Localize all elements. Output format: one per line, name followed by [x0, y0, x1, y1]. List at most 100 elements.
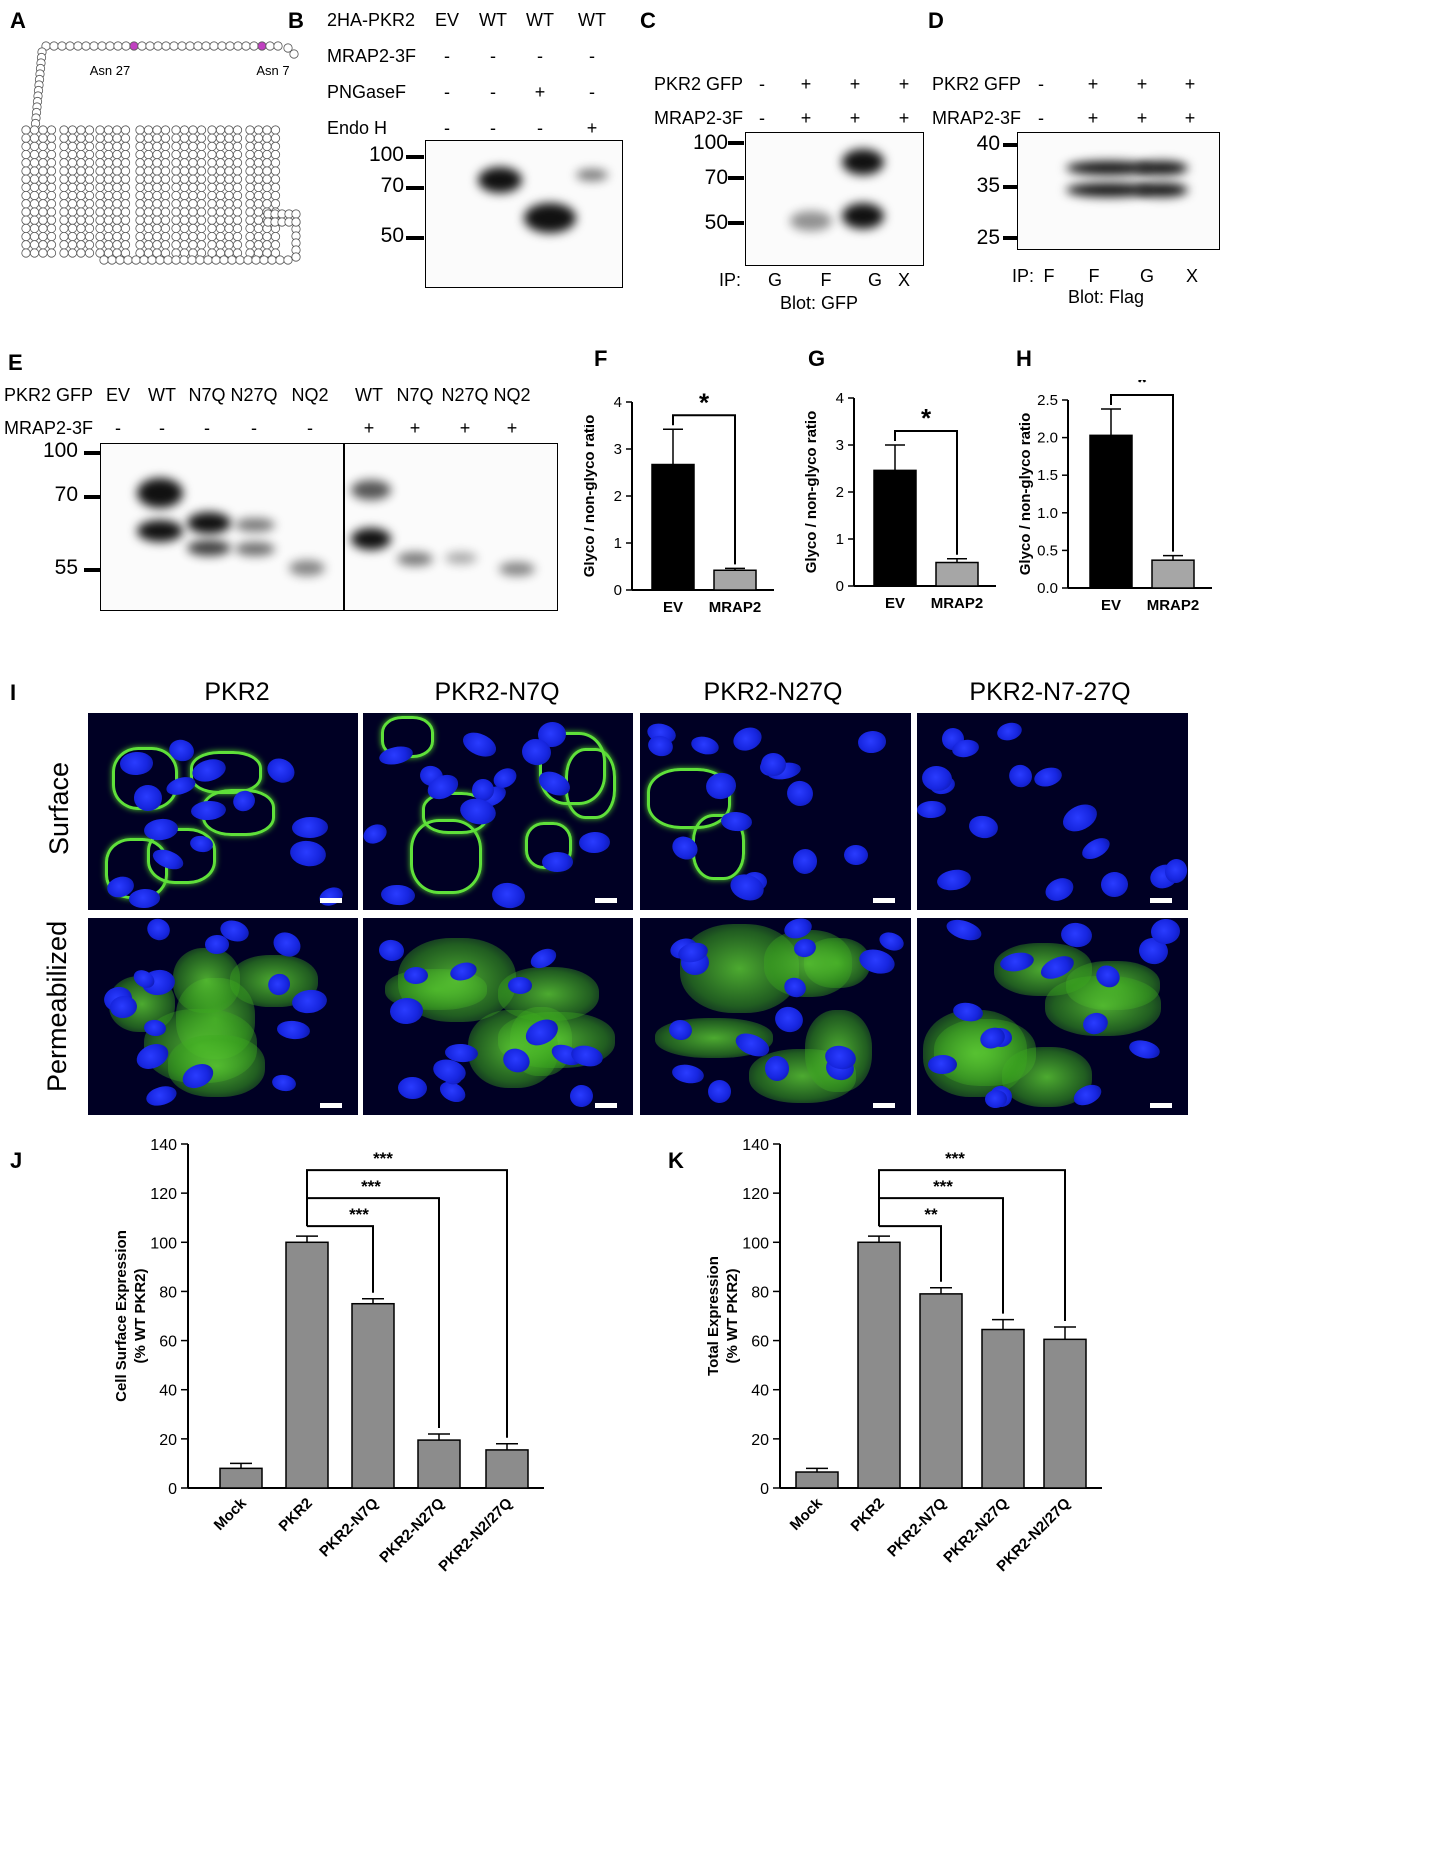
y-axis-label-line2: (% WT PKR2): [132, 1269, 149, 1364]
residue-bead: [135, 232, 145, 242]
residue-bead: [143, 223, 154, 233]
bar: [485, 1449, 529, 1489]
residue-bead: [224, 215, 234, 225]
residue-bead: [193, 41, 203, 51]
mw-marker: 100: [368, 143, 404, 166]
residue-bead: [143, 158, 154, 168]
residue-bead: [84, 182, 95, 192]
residue-bead: [270, 199, 281, 209]
residue-bead: [135, 191, 145, 201]
residue-bead: [224, 158, 234, 168]
nucleus: [928, 1054, 958, 1074]
bar: [351, 1302, 395, 1489]
residue-bead: [270, 240, 281, 250]
residue-bead: [207, 207, 217, 217]
residue-bead: [29, 125, 40, 135]
residue-bead: [215, 174, 226, 184]
y-tick-label: 100: [150, 1235, 177, 1252]
condition-row-label: MRAP2-3F: [327, 46, 417, 66]
residue-bead: [29, 248, 40, 258]
nucleus: [397, 1076, 428, 1100]
residue-bead: [245, 232, 255, 242]
residue-bead: [67, 166, 78, 176]
x-tick-label: Mock: [787, 1494, 827, 1534]
nucleus: [143, 1083, 179, 1110]
y-tick-label: 20: [751, 1432, 769, 1449]
residue-bead: [81, 41, 91, 51]
residue-bead: [67, 141, 78, 152]
residue-bead: [38, 133, 48, 143]
residue-bead: [207, 174, 217, 184]
residue-bead: [245, 207, 255, 217]
residue-bead: [179, 125, 190, 135]
residue-bead: [188, 215, 198, 225]
y-axis-label: Total Expression (% WT PKR2): [705, 1256, 741, 1376]
blot-band: [576, 169, 608, 181]
residue-bead: [232, 207, 243, 217]
residue-bead: [143, 150, 154, 160]
residue-bead: [21, 240, 31, 250]
residue-bead: [160, 207, 171, 217]
residue-bead: [21, 141, 31, 152]
residue-bead: [253, 174, 264, 184]
residue-bead: [196, 158, 207, 168]
residue-bead: [84, 174, 95, 184]
residue-bead: [135, 207, 145, 217]
residue-bead: [84, 199, 95, 209]
residue-bead: [103, 133, 114, 143]
significance-marker: *: [921, 403, 932, 433]
x-tick-label: PKR2: [848, 1495, 888, 1535]
condition-row-label: PKR2 GFP: [932, 74, 1022, 94]
residue-bead: [143, 141, 154, 152]
mw-marker: 50: [704, 211, 728, 234]
residue-bead: [120, 207, 131, 217]
bar: [795, 1471, 839, 1489]
residue-bead: [233, 41, 243, 51]
ip-lane-label: X: [897, 270, 911, 290]
residue-bead: [207, 199, 217, 209]
residue-bead: [171, 215, 181, 225]
mw-tick: [406, 155, 424, 159]
residue-bead: [179, 174, 190, 184]
residue-bead: [207, 240, 217, 250]
residue-bead: [112, 125, 122, 135]
residue-bead: [67, 150, 78, 160]
residue-bead: [215, 215, 226, 225]
residue-bead: [59, 215, 69, 225]
bar: [713, 569, 757, 591]
residue-bead: [253, 166, 264, 176]
residue-bead: [99, 255, 109, 265]
residue-bead: [171, 223, 181, 233]
ip-label: IP:: [719, 270, 742, 290]
significance-bracket: [672, 414, 736, 565]
residue-bead: [97, 41, 107, 51]
nucleus: [670, 1061, 706, 1085]
blot-band: [842, 203, 884, 229]
condition-value: +: [800, 108, 812, 128]
residue-bead: [270, 166, 281, 176]
residue-bead: [232, 141, 243, 152]
residue-bead: [21, 215, 31, 225]
residue-bead: [95, 133, 105, 143]
condition-value: +: [506, 418, 518, 438]
y-tick-label: 0: [760, 1481, 769, 1498]
residue-bead: [29, 141, 40, 152]
residue-bead: [95, 199, 105, 209]
y-tick-label: 3: [614, 441, 622, 458]
residue-bead: [38, 215, 48, 225]
residue-bead: [120, 240, 131, 250]
residue-bead: [188, 182, 198, 192]
y-axis-label-line1: Total Expression: [705, 1256, 722, 1376]
residue-bead: [84, 150, 95, 160]
membrane-signal: [538, 731, 607, 806]
residue-bead: [143, 199, 154, 209]
condition-value: +: [898, 108, 910, 128]
residue-bead: [196, 207, 207, 217]
blot-band: [351, 528, 391, 550]
condition-value: +: [1087, 108, 1099, 128]
residue-bead: [84, 191, 95, 201]
blot-band: [351, 480, 391, 500]
residue-bead: [171, 199, 181, 209]
residue-bead: [95, 166, 105, 176]
condition-value: +: [1184, 74, 1196, 94]
